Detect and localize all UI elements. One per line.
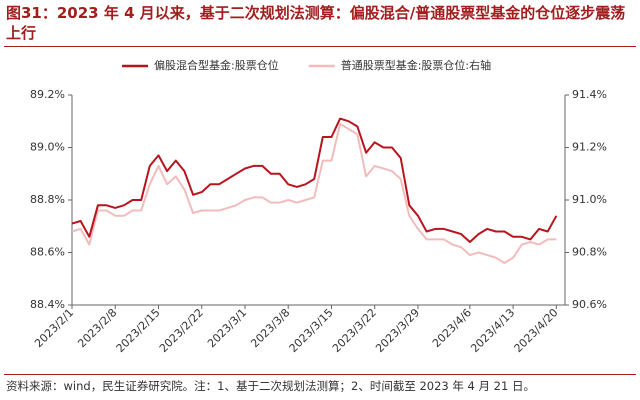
x-tick-label: 2023/2/15: [114, 306, 163, 355]
y2-tick-label: 90.6%: [572, 298, 607, 311]
y-tick-label: 89.2%: [30, 88, 65, 101]
x-tick-label: 2023/3/1: [205, 306, 249, 350]
series-line: [71, 122, 557, 264]
x-tick-label: 2023/2/22: [157, 306, 206, 355]
chart-title: 图31：2023 年 4 月以来，基于二次规划法测算：偏股混合/普通股票型基金的…: [6, 4, 626, 42]
x-tick-label: 2023/4/6: [430, 306, 474, 350]
legend-label: 偏股混合型基金:股票仓位: [154, 58, 279, 72]
x-tick-label: 2023/4/13: [468, 306, 517, 355]
x-tick-label: 2023/3/22: [330, 306, 379, 355]
x-tick-label: 2023/2/8: [75, 306, 119, 350]
y2-tick-label: 90.8%: [572, 246, 607, 259]
y2-tick-label: 91.2%: [572, 141, 607, 154]
chart: 88.4% 88.6% 88.8% 89.0% 89.2% 90.6% 90.8% 91.0%…: [30, 58, 607, 355]
x-tick-label: 2023/3/15: [287, 306, 336, 355]
y-tick-label: 89.0%: [30, 141, 65, 154]
legend-label: 普通股票型基金:股票仓位:右轴: [341, 58, 491, 72]
x-tick-label: 2023/3/8: [248, 306, 292, 350]
y-tick-label: 88.6%: [30, 246, 65, 259]
title-rule: [4, 46, 636, 47]
x-tick-label: 2023/3/29: [373, 306, 422, 355]
x-tick-label: 2023/2/1: [32, 306, 76, 350]
note-rule: [4, 374, 636, 375]
series-line: [71, 117, 558, 243]
y2-tick-label: 91.4%: [572, 88, 607, 101]
x-tick-label: 2023/4/20: [512, 306, 561, 355]
y-tick-label: 88.4%: [30, 298, 65, 311]
y-tick-label: 88.8%: [30, 193, 65, 206]
source-note: 资料来源：wind，民生证券研究院。注：1、基于二次规划法测算；2、时间截至 2…: [6, 379, 535, 393]
y2-tick-label: 91.0%: [572, 193, 607, 206]
